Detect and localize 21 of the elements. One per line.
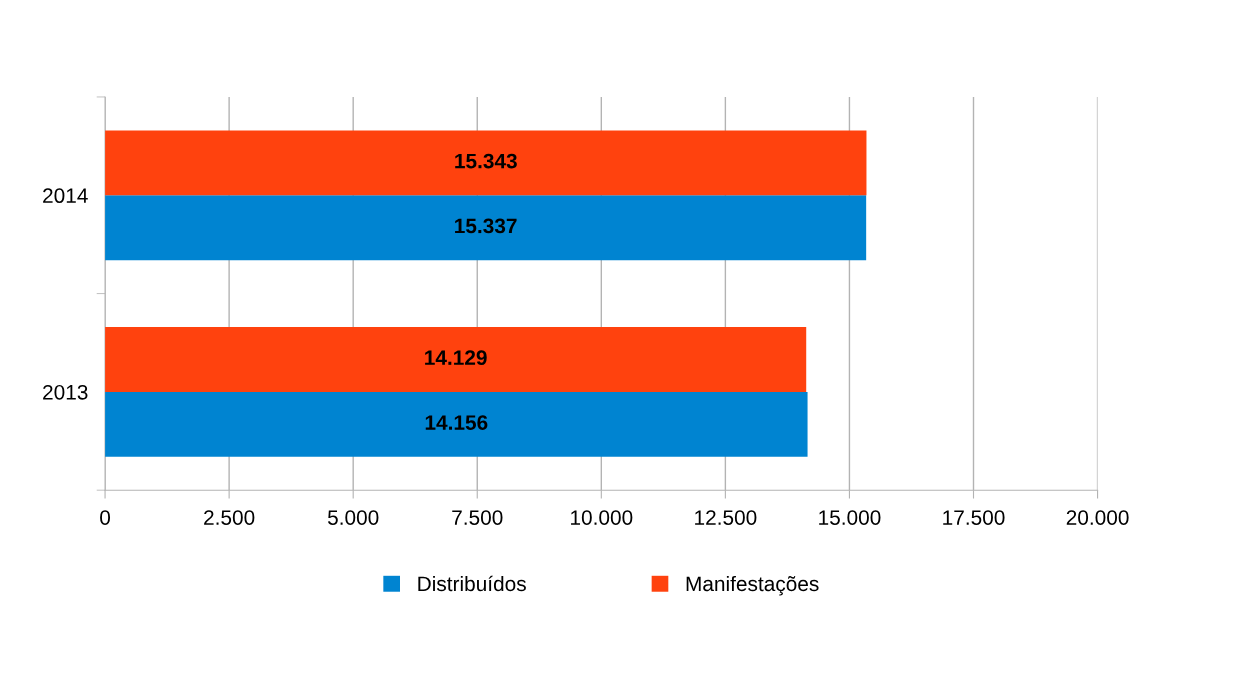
x-tick-label: 0 <box>100 510 111 525</box>
data-label: 14.129 <box>425 350 487 366</box>
data-label: 14.156 <box>425 415 488 430</box>
x-tick-label: 5.000 <box>327 510 379 525</box>
legend-label: Distribuídos <box>418 575 526 592</box>
y-tick-label: 2014 <box>43 188 88 204</box>
bar <box>105 195 867 261</box>
x-tick-label: 12.500 <box>695 510 757 525</box>
x-tick-label: 2.500 <box>204 510 255 525</box>
x-tick-label: 7.500 <box>452 510 503 525</box>
data-label: 15.343 <box>455 153 517 169</box>
x-tick-label: 10.000 <box>571 510 633 525</box>
x-tick-label: 17.500 <box>943 510 1005 525</box>
x-tick-label: 20.000 <box>1066 510 1129 525</box>
x-tick-label: 15.000 <box>819 510 881 525</box>
bar <box>105 391 808 457</box>
y-tick-label: 2013 <box>43 384 88 400</box>
data-label: 15.337 <box>455 218 517 234</box>
bar <box>105 327 807 392</box>
legend-label: Manifestações <box>686 575 819 596</box>
bar <box>105 130 867 196</box>
